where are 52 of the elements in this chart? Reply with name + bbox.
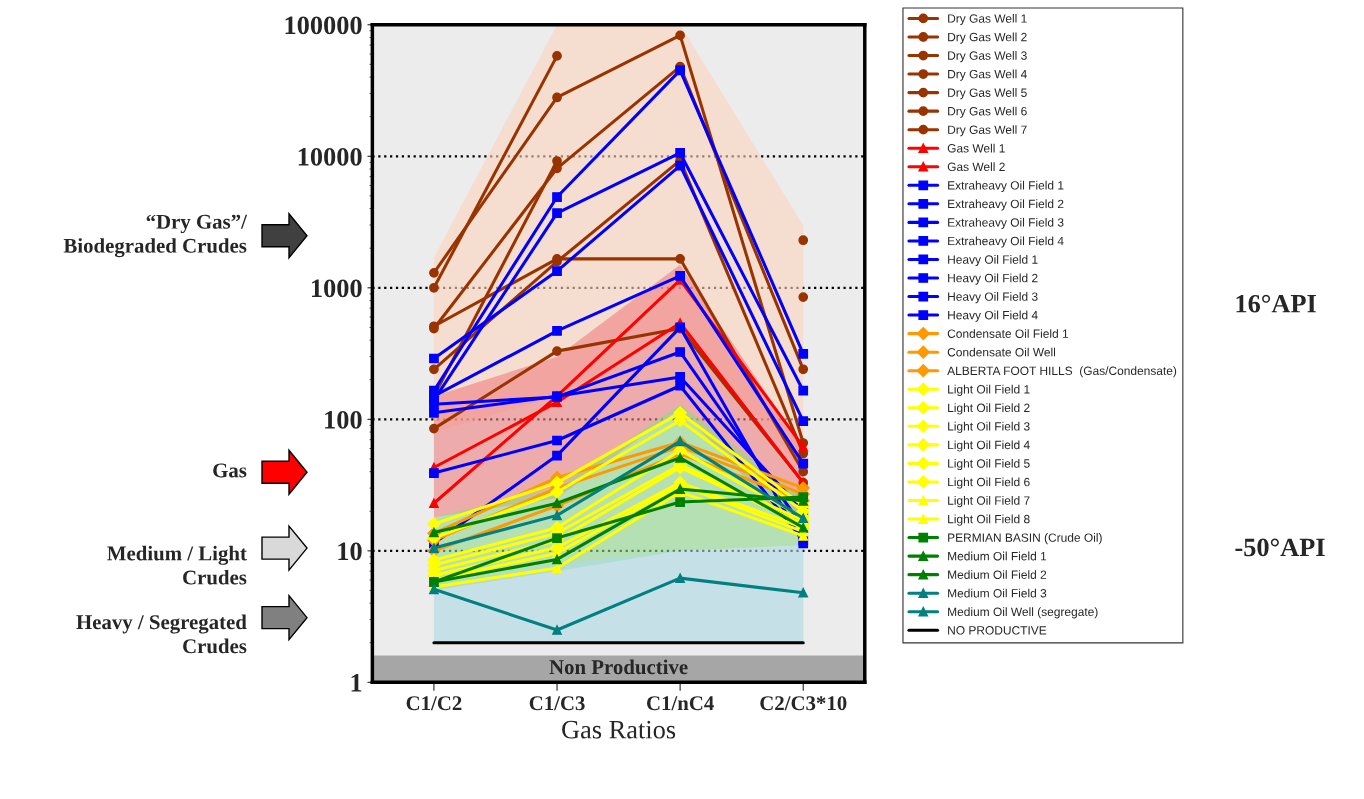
legend-label: Extraheavy Oil Field 2 [948, 199, 1064, 211]
y-tick-label: 10000 [298, 147, 362, 166]
legend-label: Dry Gas Well 7 [948, 125, 1027, 137]
text: Gas [213, 463, 247, 478]
legend-label: Extraheavy Oil Field 1 [948, 180, 1064, 192]
legend-label: Light Oil Field 8 [948, 514, 1030, 526]
legend-label: Gas Well 2 [947, 162, 1005, 172]
legend-label: PERMIAN BASIN (Crude Oil) [948, 533, 1102, 545]
legend-label: Extraheavy Oil Field 4 [948, 236, 1064, 248]
legend-label: Condensate Oil Field 1 [947, 329, 1069, 338]
band-label: Non Productive [549, 659, 688, 675]
legend-label: Heavy Oil Field 2 [948, 273, 1038, 285]
x-axis-title: Gas Ratios [562, 720, 676, 739]
legend-label: Dry Gas Well 2 [948, 32, 1027, 44]
legend-label: Light Oil Field 4 [948, 440, 1030, 452]
x-tick-label: C1/nC4 [646, 696, 714, 711]
legend-label: Light Oil Field 6 [948, 477, 1030, 489]
y-tick-label: 100000 [285, 16, 362, 35]
x-tick-label: C1/C3 [529, 696, 585, 711]
text: 16°API [1236, 294, 1316, 313]
x-tick-label: C1/C2 [406, 696, 462, 711]
legend-label: Condensate Oil Well [947, 347, 1056, 357]
text: -50°API [1235, 538, 1325, 557]
legend-label: Dry Gas Well 3 [948, 51, 1027, 63]
legend-label: Heavy Oil Field 3 [948, 292, 1038, 304]
legend-label: Medium Oil Field 3 [948, 588, 1047, 598]
legend-label: ALBERTA FOOT HILLS (Gas/Condensate) [947, 366, 1177, 378]
x-tick-label: C2/C3*10 [760, 696, 847, 711]
legend-label: Medium Oil Well (segregate) [948, 607, 1098, 619]
y-tick-label: 1 [351, 674, 362, 692]
legend-label: NO PRODUCTIVE [948, 626, 1047, 635]
legend-label: Dry Gas Well 5 [948, 88, 1027, 100]
legend-label: Dry Gas Well 1 [948, 13, 1027, 26]
legend-label: Extraheavy Oil Field 3 [948, 217, 1064, 230]
legend-label: Dry Gas Well 6 [948, 106, 1027, 118]
legend-label: Light Oil Field 3 [948, 421, 1030, 433]
legend-label: Medium Oil Field 2 [948, 570, 1047, 579]
legend-label: Medium Oil Field 1 [948, 551, 1047, 561]
text: Medium / Light Crudes [107, 545, 247, 585]
y-tick-label: 10 [338, 542, 362, 561]
y-tick-label: 1000 [311, 279, 362, 298]
legend-label: Light Oil Field 5 [948, 458, 1030, 471]
y-tick-label: 100 [325, 410, 362, 429]
legend-label: Gas Well 1 [947, 143, 1005, 153]
legend-label: Light Oil Field 7 [948, 496, 1030, 508]
legend-label: Light Oil Field 1 [948, 384, 1030, 396]
text: Heavy / Segregated Crudes [76, 614, 247, 654]
legend-label: Dry Gas Well 4 [948, 69, 1027, 81]
legend-label: Heavy Oil Field 1 [948, 254, 1038, 267]
text: “Dry Gas”/ Biodegraded Crudes [63, 214, 248, 258]
legend-label: Heavy Oil Field 4 [948, 310, 1038, 322]
legend-label: Light Oil Field 2 [948, 403, 1030, 415]
